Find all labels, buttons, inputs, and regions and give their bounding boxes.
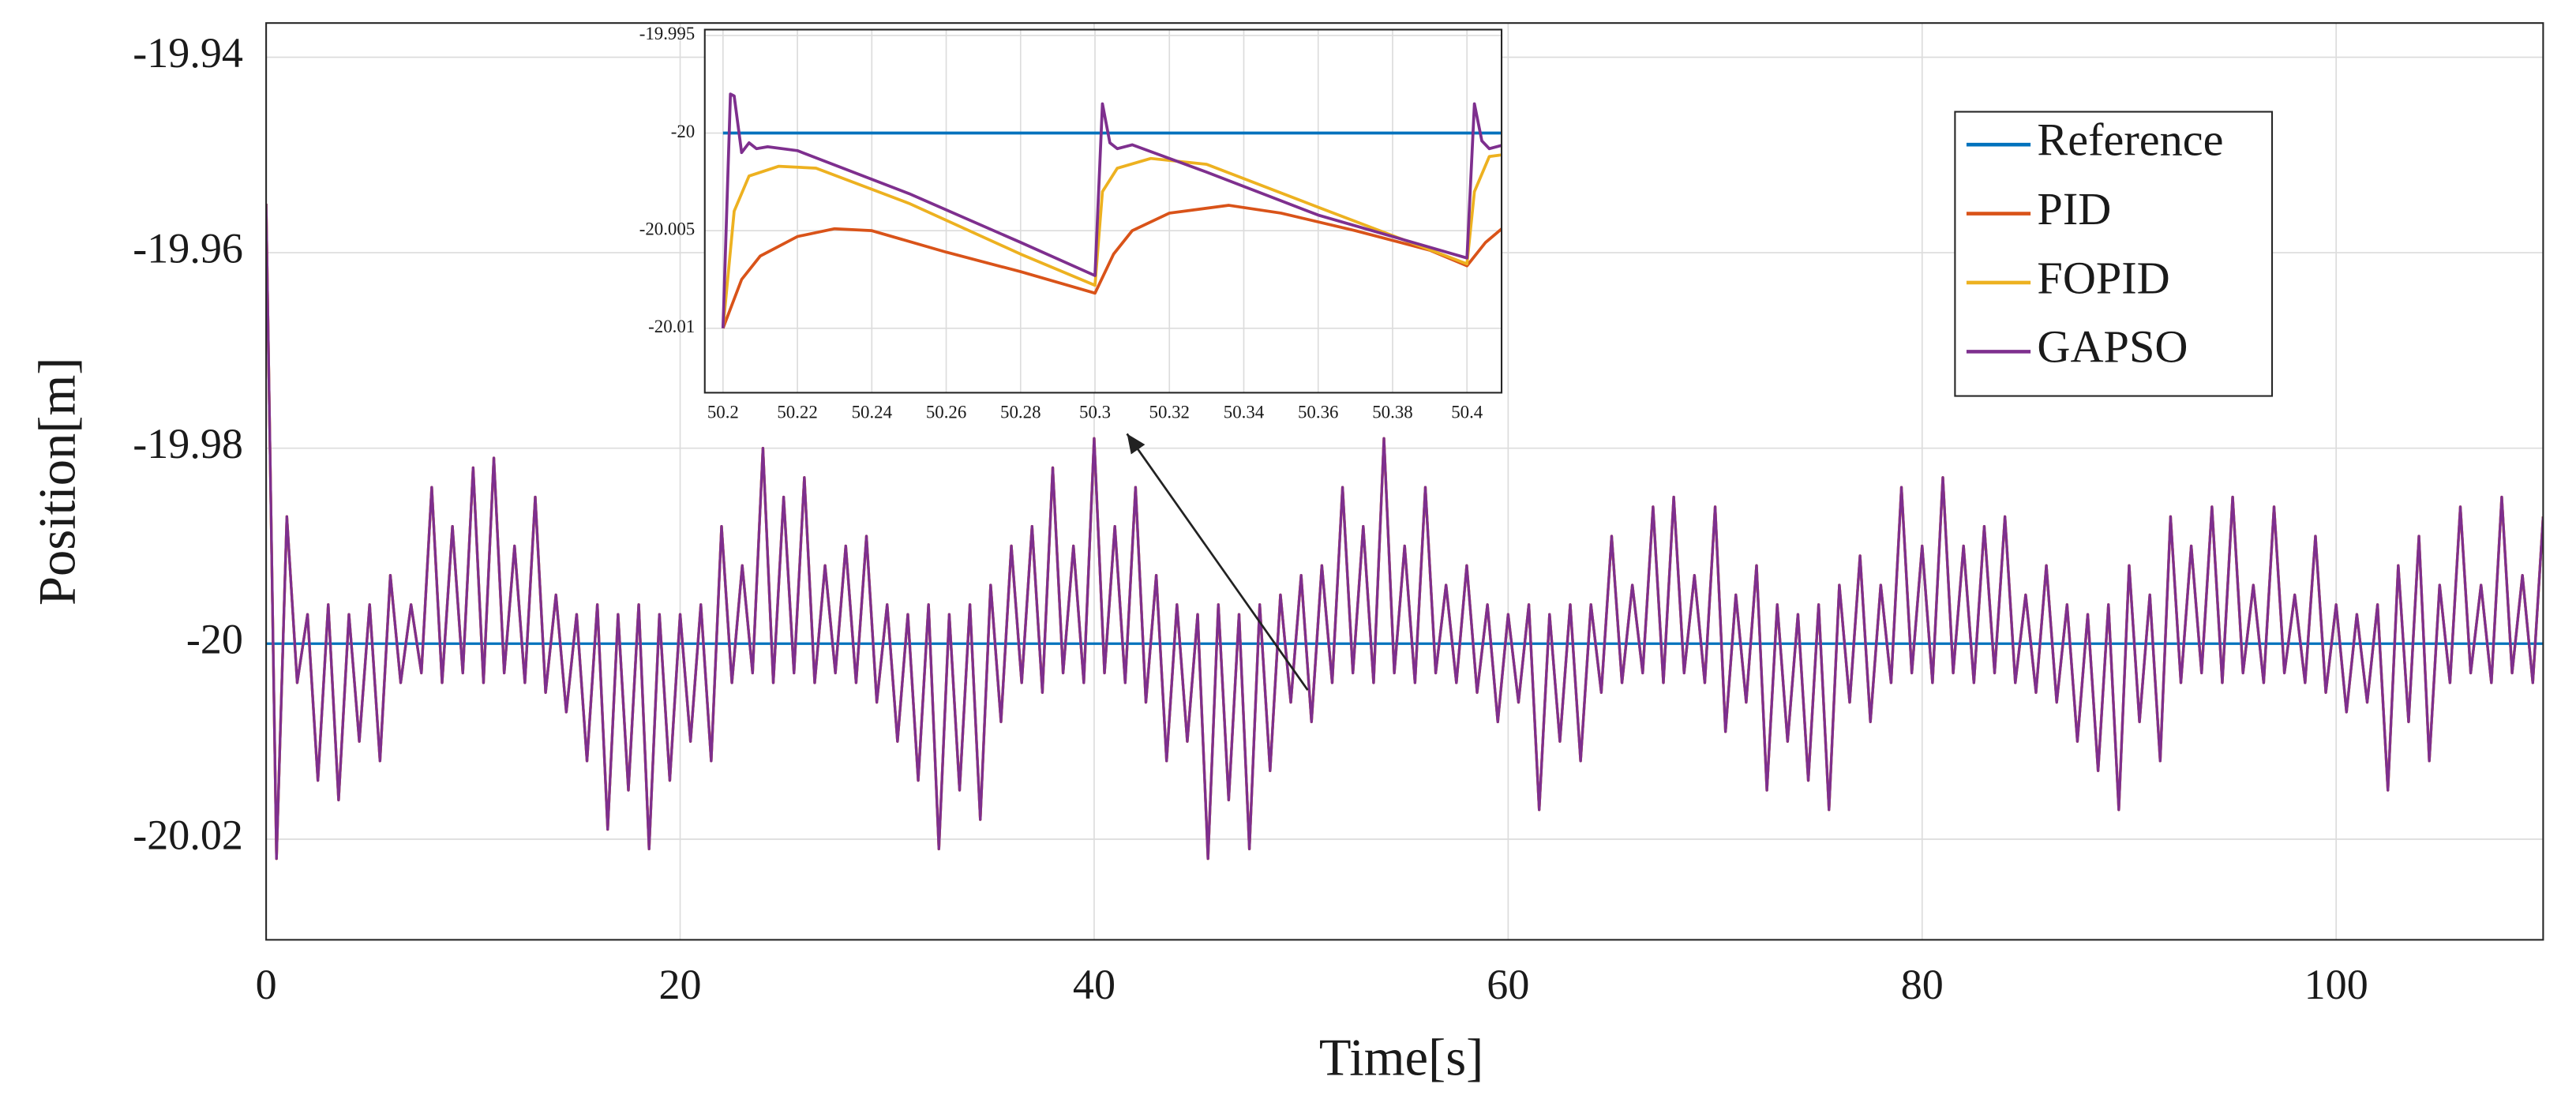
y-tick-label: -20.02	[133, 811, 243, 858]
y-tick-label: -20.005	[639, 219, 696, 238]
x-tick-label: 50.32	[1149, 403, 1190, 422]
series-group	[721, 92, 1502, 329]
x-tick-label: 50.3	[1079, 403, 1111, 422]
axes-box	[265, 22, 2544, 941]
inset-chart: 50.2 50.22 50.24 50.26 50.28 50.3 50.32 50.34 50…	[639, 24, 1503, 422]
x-tick-label: 50.4	[1451, 403, 1483, 422]
series-line	[721, 153, 1502, 328]
y-tick-label: -19.94	[133, 29, 243, 77]
y-axis-label: Position[m]	[28, 358, 86, 606]
x-tick-label: 100	[2304, 961, 2368, 1008]
x-tick-label: 50.38	[1372, 403, 1412, 422]
x-tick-label: 50.22	[777, 403, 817, 422]
series-group	[266, 204, 2544, 861]
y-tick-label: -19.995	[639, 24, 696, 43]
x-tick-label: 50.2	[707, 403, 739, 422]
x-tick-label: 80	[1901, 961, 1944, 1008]
y-tick-label: -20.01	[648, 317, 695, 336]
axes-box	[703, 28, 1503, 394]
x-tick-label: 50.24	[852, 403, 893, 422]
y-tick-label: -19.96	[133, 225, 243, 272]
series-line	[721, 92, 1502, 328]
y-tick-label: -19.98	[133, 420, 243, 467]
legend-label: GAPSO	[2037, 321, 2188, 373]
legend-box	[1954, 111, 2274, 397]
x-tick-label: 50.34	[1224, 403, 1265, 422]
x-tick-label: 20	[658, 961, 701, 1008]
x-tick-label: 40	[1073, 961, 1116, 1008]
y-tick-label: -20	[186, 616, 243, 663]
x-tick-label: 50.28	[1000, 403, 1041, 422]
x-tick-label: 50.36	[1298, 403, 1338, 422]
inset-background	[704, 29, 1502, 393]
x-axis-label: Time[s]	[1319, 1030, 1483, 1087]
legend-label: FOPID	[2037, 252, 2169, 303]
x-tick-label: 50.26	[926, 403, 966, 422]
legend-label: Reference	[2037, 114, 2223, 166]
y-tick-label: -20	[671, 122, 696, 141]
zoom-arrow	[1126, 433, 1309, 691]
x-tick-label: 60	[1487, 961, 1529, 1008]
x-tick-label: 0	[256, 961, 277, 1008]
series-line	[266, 204, 2544, 861]
legend-label: PID	[2037, 183, 2111, 234]
